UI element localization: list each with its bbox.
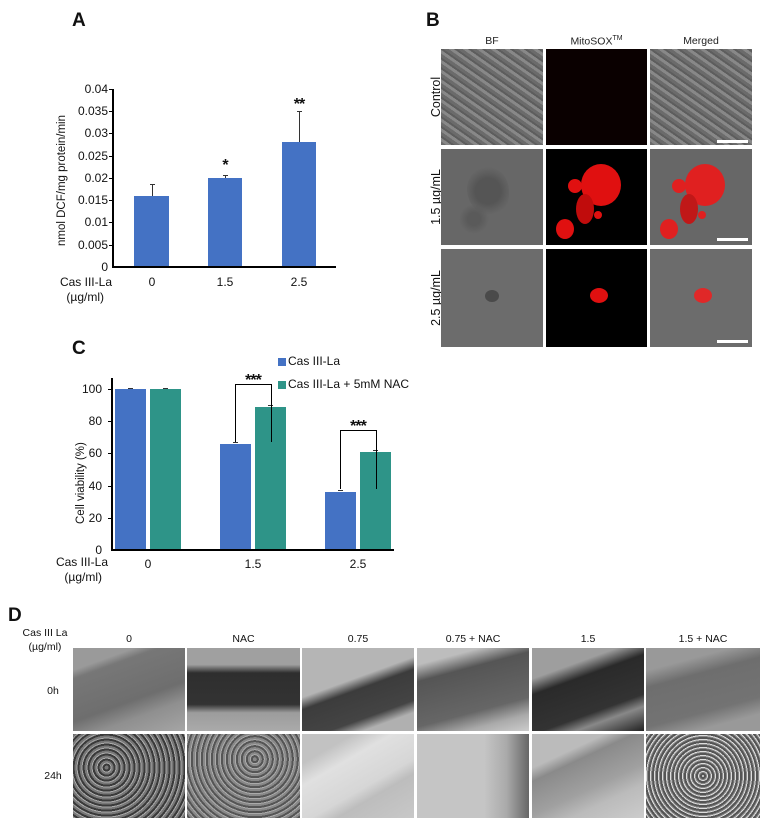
chart-c-ytick: 40 xyxy=(88,479,102,493)
chart-c-bar-2.5-cas xyxy=(325,492,356,549)
significance-marker: * xyxy=(222,157,228,174)
scale-bar xyxy=(717,340,748,343)
significance-marker: ** xyxy=(293,96,305,113)
panel-label-b: B xyxy=(426,10,440,31)
bf-image-1.5 xyxy=(441,149,543,245)
wound-image-0.75nac-0h xyxy=(417,648,529,731)
legend-label-nac: Cas III-La + 5mM NAC xyxy=(288,377,410,391)
column-header-merged: Merged xyxy=(683,35,719,47)
chart-c-y-axis-title: Cell viability (%) xyxy=(75,442,87,524)
chart-a-ytick: 0.03 xyxy=(84,126,108,140)
wound-image-0.75nac-24h xyxy=(417,734,529,818)
column-header: 0.75 xyxy=(347,633,369,645)
chart-a-xtick: 0 xyxy=(148,275,156,289)
chart-a-xtick: 2.5 xyxy=(290,275,308,289)
wound-image-1.5nac-24h xyxy=(646,734,760,818)
chart-a-bar-0 xyxy=(134,196,169,266)
wound-image-0-0h xyxy=(73,648,185,731)
scale-bar xyxy=(717,140,748,143)
chart-c-xtick: 0 xyxy=(144,557,152,571)
wound-image-1.5-24h xyxy=(532,734,644,818)
panel-d-header-unit: (µg/ml) xyxy=(28,641,62,653)
panel-label-a: A xyxy=(72,10,86,31)
chart-a-x-axis xyxy=(112,266,336,268)
chart-c-x-axis xyxy=(111,549,394,551)
chart-c-x-title-unit: (µg/ml) xyxy=(64,570,102,584)
column-header: 1.5 + NAC xyxy=(678,633,728,645)
chart-a-ytick: 0 xyxy=(101,260,108,274)
chart-a-ytick: 0.01 xyxy=(84,215,108,229)
chart-a-ytick: 0.035 xyxy=(77,104,108,118)
column-header: 0 xyxy=(126,633,132,645)
chart-a-y-axis xyxy=(112,89,114,268)
chart-c-xtick: 2.5 xyxy=(349,557,367,571)
panel-label-d: D xyxy=(8,605,22,626)
chart-c-ytick: 100 xyxy=(81,382,102,396)
significance-marker: *** xyxy=(245,372,262,389)
legend-swatch-cas xyxy=(278,358,286,366)
chart-c-x-title: Cas III-La xyxy=(55,555,108,569)
row-label-24h: 24h xyxy=(44,770,62,782)
legend-swatch-nac xyxy=(278,381,286,389)
chart-a-bar-1.5 xyxy=(208,178,242,266)
column-header: 1.5 xyxy=(580,633,596,645)
chart-c-ytick: 20 xyxy=(88,511,102,525)
chart-c-ytick: 60 xyxy=(88,446,102,460)
chart-c-y-axis xyxy=(111,378,113,551)
wound-image-0-24h xyxy=(73,734,185,818)
chart-c-bar-0-nac xyxy=(150,389,181,549)
merged-image-2.5 xyxy=(650,249,752,347)
chart-a-ytick: 0.02 xyxy=(84,171,108,185)
wound-image-nac-24h xyxy=(187,734,300,818)
panel-label-c: C xyxy=(72,338,86,359)
wound-image-nac-0h xyxy=(187,648,300,731)
chart-c-bar-1.5-nac xyxy=(255,407,286,549)
significance-bracket xyxy=(340,430,377,489)
bf-image-control xyxy=(441,49,543,145)
chart-a-xtick: 1.5 xyxy=(216,275,234,289)
scale-bar xyxy=(717,238,748,241)
wound-image-0.75-0h xyxy=(302,648,414,731)
merged-image-1.5 xyxy=(650,149,752,245)
row-label-0h: 0h xyxy=(47,685,59,697)
wound-image-1.5nac-0h xyxy=(646,648,760,731)
column-header: NAC xyxy=(232,633,255,645)
chart-c-ytick: 0 xyxy=(95,543,102,557)
merged-image-control xyxy=(650,49,752,145)
chart-c-ytick: 80 xyxy=(88,414,102,428)
column-header-mitosox: MitoSOXTM xyxy=(570,35,623,48)
chart-a-ytick: 0.015 xyxy=(77,193,108,207)
chart-a-bar-2.5 xyxy=(282,142,316,266)
mitosox-image-control xyxy=(546,49,647,145)
chart-c-bar-1.5-cas xyxy=(220,444,251,549)
significance-bracket xyxy=(235,384,272,442)
significance-marker: *** xyxy=(350,418,367,435)
legend-label-cas: Cas III-La xyxy=(288,354,341,368)
mitosox-image-2.5 xyxy=(546,249,647,347)
bf-image-2.5 xyxy=(441,249,543,347)
chart-a-x-title: Cas III-La xyxy=(59,275,112,289)
panel-d-header: Cas III La xyxy=(22,627,68,639)
chart-a-ytick: 0.005 xyxy=(77,238,108,252)
chart-c-bar-2.5-nac xyxy=(360,452,391,549)
chart-a-ytick: 0.04 xyxy=(84,82,108,96)
chart-c-bar-0-cas xyxy=(115,389,146,549)
wound-image-1.5-0h xyxy=(532,648,644,731)
column-header: 0.75 + NAC xyxy=(445,633,501,645)
chart-c-xtick: 1.5 xyxy=(244,557,262,571)
chart-a-x-title-unit: (µg/ml) xyxy=(66,290,104,304)
chart-a-ytick: 0.025 xyxy=(77,149,108,163)
column-header-bf: BF xyxy=(485,35,499,47)
mitosox-image-1.5 xyxy=(546,149,647,245)
wound-image-0.75-24h xyxy=(302,734,414,818)
